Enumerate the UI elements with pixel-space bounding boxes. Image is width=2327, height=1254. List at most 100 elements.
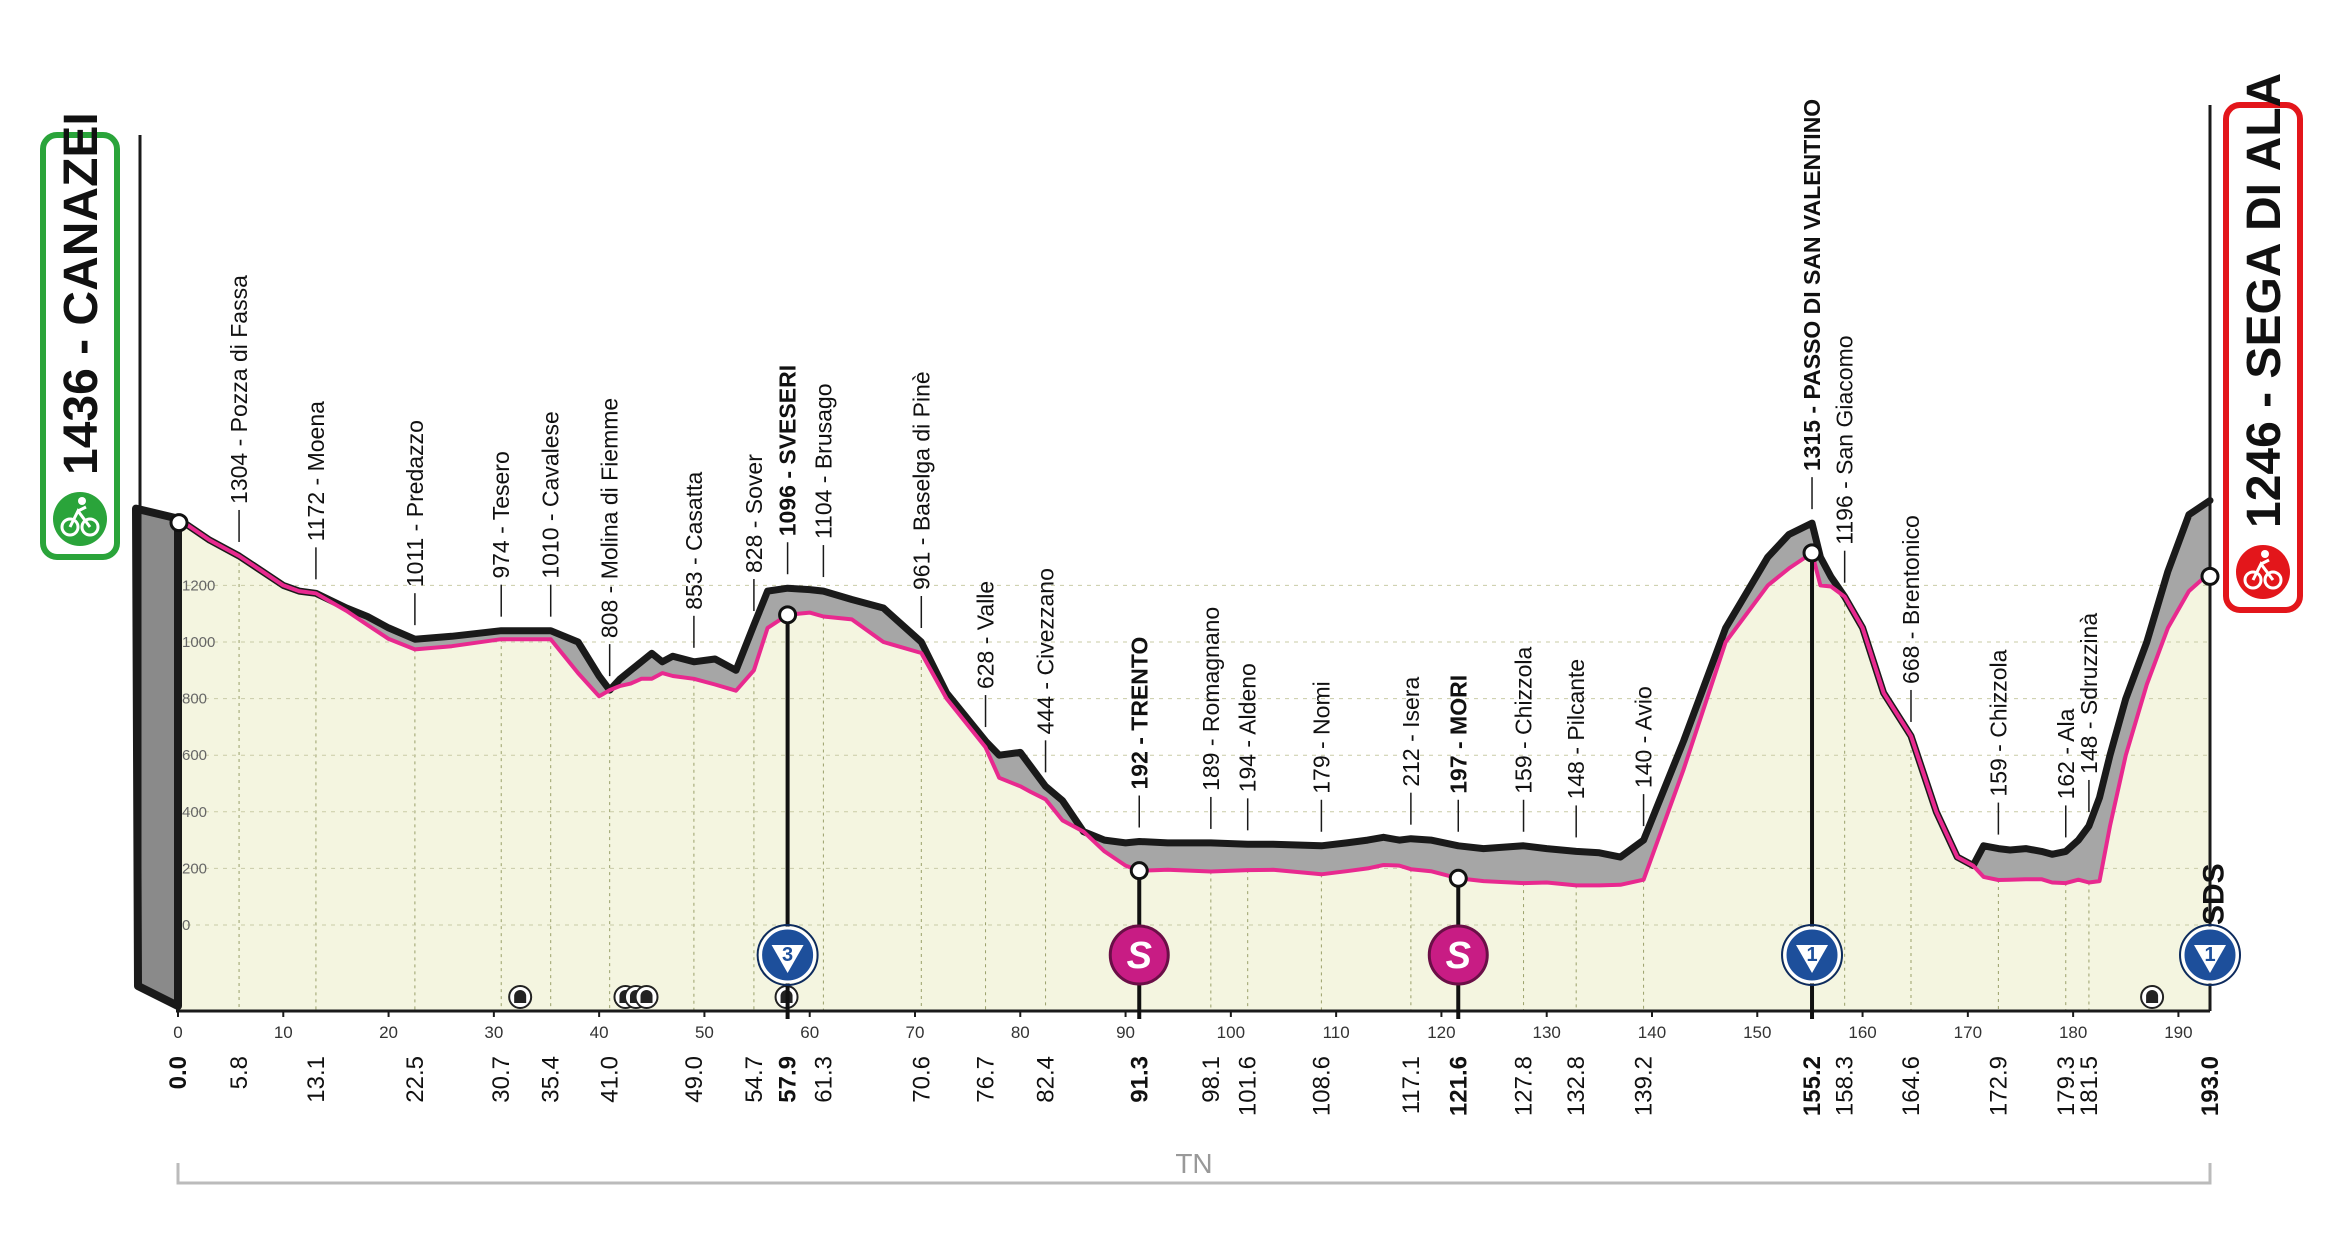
place-label-layer: 1304 - Pozza di Fassa 1172 - Moena 1011 - … xyxy=(226,99,2102,838)
sprint-marker: S xyxy=(1108,924,1170,986)
place-label: 1011 - Predazzo xyxy=(402,420,428,587)
place-label: 197 - MORI xyxy=(1445,675,1471,794)
tunnel-icon-arch xyxy=(2146,990,2159,1003)
place-label: 1315 - PASSO DI SAN VALENTINO xyxy=(1799,99,1825,471)
x-tick-label: 130 xyxy=(1533,1023,1561,1042)
axis-layer: 0 200 400 600 800 1000 1200 0 10 20 30 40 50 60 70 80 90… xyxy=(138,105,2212,1042)
km-label: 22.5 xyxy=(402,1056,429,1103)
x-tick-label: 180 xyxy=(2059,1023,2087,1042)
km-label: 158.3 xyxy=(1832,1056,1859,1116)
altitude-tick-label: 0 xyxy=(182,917,190,934)
km-label: 132.8 xyxy=(1563,1056,1590,1116)
gridline-layer xyxy=(177,518,2211,1011)
km-label: 70.6 xyxy=(908,1056,935,1103)
km-label: 117.1 xyxy=(1398,1056,1425,1114)
start-badge-rider-head xyxy=(78,497,86,505)
x-tick-label: 20 xyxy=(379,1023,398,1042)
km-label: 193.0 xyxy=(2197,1056,2224,1116)
climb-marker-label: 1 xyxy=(1806,944,1817,966)
tunnel-icon xyxy=(634,985,659,1009)
place-label: 148 - Sdruzzinà xyxy=(2076,613,2102,774)
km-label: 61.3 xyxy=(810,1056,837,1103)
place-label: 212 - Isera xyxy=(1398,677,1424,787)
place-label: 194 - Aldeno xyxy=(1235,663,1261,792)
region-layer: TN xyxy=(176,1148,2212,1185)
x-tick-label: 160 xyxy=(1848,1023,1876,1042)
climb-marker-ring xyxy=(1781,924,1844,986)
place-label: 159 - Chizzola xyxy=(1511,647,1537,794)
climb-marker-triangle xyxy=(771,945,804,973)
x-tick-label: 80 xyxy=(1011,1023,1030,1042)
x-tick-label: 60 xyxy=(800,1023,819,1042)
km-label: 181.5 xyxy=(2076,1056,2103,1116)
km-label: 91.3 xyxy=(1126,1056,1153,1103)
tunnel-icon-arch xyxy=(640,990,653,1003)
place-label: 853 - Casatta xyxy=(681,472,707,610)
place-label: 192 - TRENTO xyxy=(1126,637,1152,790)
climb-marker-ring xyxy=(756,924,819,986)
x-tick-label: 70 xyxy=(906,1023,925,1042)
finish-badge-frame xyxy=(2223,102,2303,613)
km-label: 0.0 xyxy=(165,1056,192,1089)
km-label: 139.2 xyxy=(1631,1056,1658,1116)
finish-badge-bike-frame xyxy=(2251,558,2275,581)
tunnel-icon xyxy=(2140,985,2165,1009)
finish-badge-rider-head xyxy=(2261,550,2269,558)
x-tick-label: 110 xyxy=(1323,1023,1350,1042)
start-badge: 1436 - CANAZEI xyxy=(40,112,120,560)
finish-badge-bike-wheel xyxy=(2263,570,2283,590)
km-label: 164.6 xyxy=(1898,1056,1925,1116)
place-label: 1304 - Pozza di Fassa xyxy=(226,275,252,504)
place-label: 1196 - San Giacomo xyxy=(1832,335,1858,544)
km-label: 121.6 xyxy=(1445,1056,1472,1116)
place-label: 668 - Brentonico xyxy=(1898,515,1924,684)
km-label: 98.1 xyxy=(1198,1056,1225,1103)
finish-badge: 1246 - SEGA DI ALA xyxy=(2223,73,2303,613)
tunnel-icon-arch xyxy=(514,990,527,1003)
place-label: 162 - Ala xyxy=(2053,708,2079,799)
start-point xyxy=(169,513,189,533)
altitude-tick-label: 1200 xyxy=(182,577,215,594)
start-badge-bike-wheel xyxy=(80,517,100,537)
climb-marker: 1 xyxy=(1781,924,1844,986)
km-label: 30.7 xyxy=(488,1056,515,1103)
altitude-tick-label: 1000 xyxy=(182,634,215,651)
start-badge-bike-frame xyxy=(68,505,92,528)
place-label: 828 - Sover xyxy=(741,454,767,573)
profile-fill-layer xyxy=(178,518,2210,1011)
profile-line xyxy=(176,516,2212,888)
km-label: 127.8 xyxy=(1511,1056,1538,1116)
profile-point xyxy=(1129,861,1149,881)
km-label: 5.8 xyxy=(226,1056,253,1089)
profile-point xyxy=(1448,868,1468,888)
place-label: 140 - Avio xyxy=(1631,686,1657,788)
place-label: 1096 - SVESERI xyxy=(775,365,801,536)
altitude-tick-label: 800 xyxy=(182,691,207,708)
place-label: 1010 - Cavalese xyxy=(538,411,564,579)
x-tick-label: 170 xyxy=(1954,1023,1982,1042)
x-tick-label: 140 xyxy=(1638,1023,1666,1042)
km-label: 41.0 xyxy=(597,1056,624,1103)
climb-marker-triangle xyxy=(1796,945,1829,973)
x-tick-label: 50 xyxy=(695,1023,714,1042)
km-label: 108.6 xyxy=(1308,1056,1335,1116)
road-layer xyxy=(132,497,2214,1010)
x-tick-label: 30 xyxy=(484,1023,503,1042)
place-label: 961 - Baselga di Pinè xyxy=(908,371,934,590)
km-label-layer: 0.0 5.8 13.1 22.5 30.7 35.4 41.0 49.0 54.7 57.9 61… xyxy=(165,1056,2224,1116)
place-label: 628 - Valle xyxy=(973,581,999,689)
x-tick-label: 100 xyxy=(1217,1023,1245,1042)
start-badge-frame xyxy=(40,132,120,560)
climb-marker-label: 3 xyxy=(782,944,793,966)
climb-marker-triangle xyxy=(2194,945,2226,973)
climb-marker: 3 xyxy=(756,924,819,986)
place-label: 148 - Pilcante xyxy=(1563,659,1589,800)
place-label: 159 - Chizzola xyxy=(1985,649,2011,796)
x-tick-label: 40 xyxy=(590,1023,609,1042)
marker-layer: 3 1 1 S S SDS xyxy=(169,513,2241,1019)
altitude-tick-label: 400 xyxy=(182,804,207,821)
place-label: 1104 - Brusago xyxy=(810,383,836,539)
km-label: 155.2 xyxy=(1799,1056,1826,1116)
